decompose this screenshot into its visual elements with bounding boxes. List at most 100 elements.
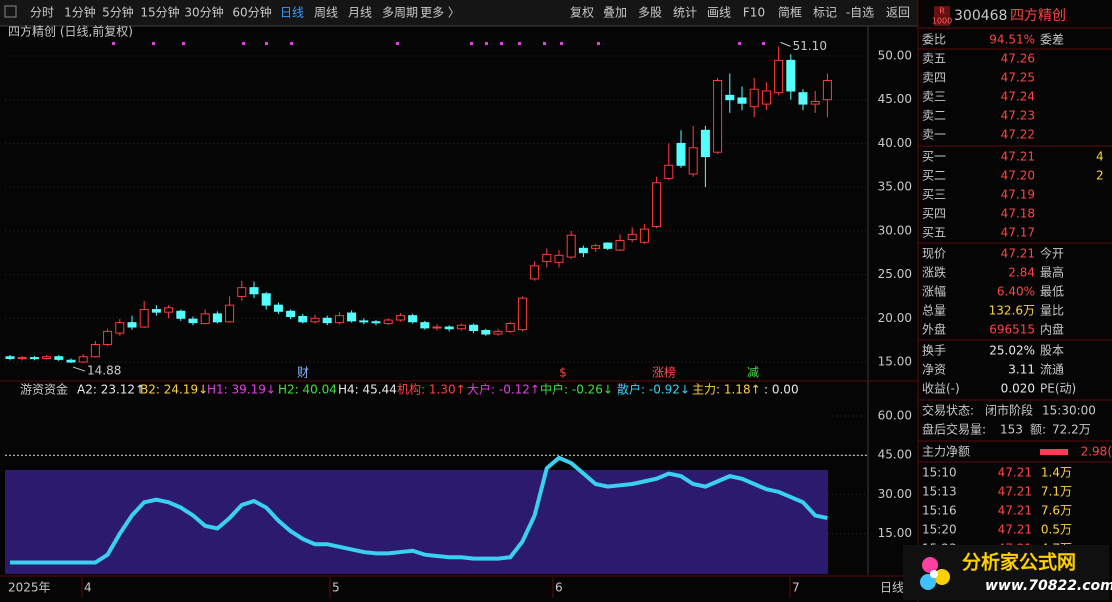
action-button[interactable]: 叠加: [603, 6, 627, 20]
action-button[interactable]: 复权: [570, 6, 594, 20]
signal-dot: [152, 42, 155, 45]
period-tab[interactable]: 60分钟: [232, 5, 271, 20]
event-marker[interactable]: 财: [297, 366, 309, 380]
indicator-field: 大户: -0.12↑: [467, 382, 540, 397]
label: 现价: [922, 247, 946, 261]
candle-body: [578, 247, 588, 254]
period-tab[interactable]: 多周期: [382, 6, 418, 20]
period-tab[interactable]: 月线: [348, 6, 372, 20]
value: 2.84: [1008, 266, 1035, 280]
action-button[interactable]: 简框: [778, 6, 802, 20]
action-button[interactable]: 多股: [638, 6, 662, 20]
value: 25.02%: [989, 344, 1035, 358]
candle-body: [664, 164, 674, 179]
indicator-field: : 0.00: [764, 383, 799, 397]
event-marker[interactable]: $: [559, 366, 567, 380]
low-label: 14.88: [87, 364, 121, 378]
label: 最高: [1040, 265, 1064, 280]
action-button[interactable]: 统计: [673, 6, 697, 20]
label: 净资: [922, 363, 946, 377]
value: 72.2万: [1052, 423, 1091, 437]
y-tick-label: 15.00: [878, 354, 912, 368]
value: 0.020: [1001, 382, 1035, 396]
action-button[interactable]: F10: [743, 6, 765, 20]
y-tick-label: 45.00: [878, 448, 912, 462]
period-tab[interactable]: 5分钟: [102, 5, 134, 20]
candle-body: [17, 357, 27, 360]
x-tick-label: 6: [555, 581, 563, 595]
y-tick-label: 30.00: [878, 223, 912, 237]
period-tab[interactable]: 更多 〉: [420, 6, 460, 20]
y-tick-label: 35.00: [878, 180, 912, 194]
candle-body: [822, 79, 832, 101]
badge-text: R: [939, 7, 945, 16]
action-button[interactable]: 返回: [886, 6, 910, 20]
candle-body: [286, 310, 296, 318]
action-button[interactable]: 标记: [813, 6, 837, 20]
label: 收益(-): [922, 382, 960, 396]
menu-icon[interactable]: [4, 5, 17, 18]
label: 委比: [922, 33, 946, 47]
period-label: 日线: [880, 581, 904, 595]
candle-body: [444, 326, 454, 330]
candle-body: [774, 59, 784, 94]
stock-name: 四方精创: [1010, 8, 1066, 24]
candle-body: [420, 322, 430, 329]
candle-body: [29, 357, 39, 360]
candle-body: [469, 324, 479, 332]
candle-body: [493, 330, 503, 335]
event-marker[interactable]: 涨榜: [652, 365, 676, 380]
candle-body: [237, 287, 247, 297]
candle-body: [261, 293, 271, 306]
period-tab[interactable]: 日线: [280, 6, 304, 20]
period-tab[interactable]: 1分钟: [64, 5, 96, 20]
candle-body: [103, 330, 113, 346]
y-tick-label: 20.00: [878, 311, 912, 325]
label: 买四: [922, 207, 946, 221]
event-marker[interactable]: 减: [747, 366, 759, 380]
candle-body: [359, 320, 369, 323]
candle-body: [798, 92, 808, 105]
label: 今开: [1040, 246, 1064, 261]
signal-dot: [112, 42, 115, 45]
candle-body: [212, 313, 222, 323]
candle-body: [115, 322, 125, 334]
candle-body: [334, 315, 344, 324]
candle-body: [713, 79, 723, 153]
candle-body: [408, 315, 418, 323]
candle-body: [615, 239, 625, 251]
period-tab[interactable]: 周线: [314, 6, 338, 20]
signal-dot: [597, 42, 600, 45]
high-pointer: [780, 41, 791, 47]
label: PE(动): [1040, 382, 1076, 396]
candle-body: [322, 317, 332, 324]
time: 15:13: [922, 485, 957, 499]
candle-body: [603, 242, 613, 249]
label: 主力净额: [922, 445, 970, 459]
logo-petal: [922, 557, 938, 573]
candle-body: [188, 318, 198, 324]
y-tick-label: 40.00: [878, 136, 912, 150]
price: 47.20: [1001, 169, 1035, 183]
period-tab[interactable]: 分时: [30, 6, 54, 20]
label: 委差: [1040, 33, 1064, 47]
label: 涨幅: [922, 284, 946, 299]
x-tick-label: 4: [84, 581, 92, 595]
action-button[interactable]: -自选: [846, 6, 874, 20]
toolbar: [0, 0, 918, 26]
indicator-field: B2: 24.19↓: [140, 383, 208, 397]
high-label: 51.10: [793, 39, 827, 53]
candle-body: [530, 265, 540, 280]
candle-body: [151, 309, 161, 313]
candle-body: [810, 100, 820, 105]
x-tick-label: 5: [332, 581, 340, 595]
label: 外盘: [922, 322, 946, 337]
period-tab[interactable]: 30分钟: [184, 5, 223, 20]
volume: 1.4万: [1041, 466, 1072, 480]
period-tab[interactable]: 15分钟: [140, 5, 179, 20]
candle-body: [505, 323, 515, 332]
action-button[interactable]: 画线: [707, 6, 731, 20]
label: 额:: [1030, 423, 1046, 437]
y-tick-label: 45.00: [878, 92, 912, 106]
